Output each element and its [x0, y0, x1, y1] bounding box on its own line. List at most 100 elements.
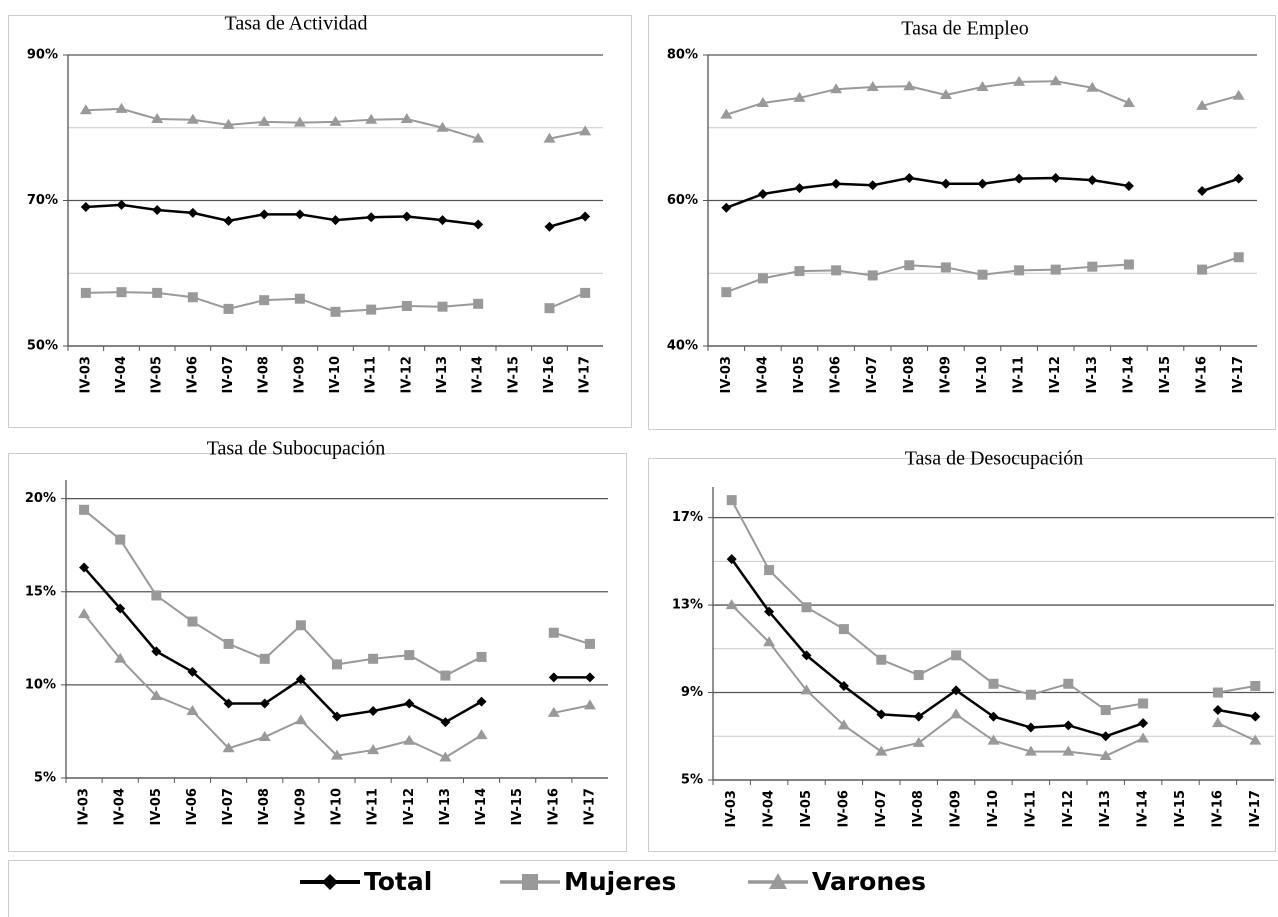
x-tick-label: IV-05 — [149, 788, 164, 825]
x-tick-label: IV-08 — [257, 356, 272, 393]
data-point — [331, 749, 343, 760]
data-point — [1250, 711, 1261, 722]
data-point — [259, 698, 270, 709]
data-point — [988, 678, 999, 689]
data-point — [186, 704, 199, 715]
y-tick-label: 13% — [672, 598, 703, 613]
data-point — [1024, 745, 1037, 756]
data-point — [1123, 180, 1134, 191]
data-point — [721, 202, 732, 213]
data-point — [763, 636, 776, 647]
data-point — [472, 132, 485, 143]
x-tick-label: IV-15 — [510, 788, 525, 825]
data-point — [259, 209, 270, 220]
data-point — [913, 670, 924, 681]
data-point — [1087, 261, 1098, 272]
x-tick-label: IV-09 — [293, 788, 308, 825]
data-point — [1100, 705, 1111, 716]
chart-title: Tasa de Empleo — [901, 18, 1028, 40]
data-point — [1014, 265, 1025, 276]
x-tick-label: IV-07 — [874, 790, 889, 827]
data-point — [548, 672, 559, 683]
data-point — [258, 731, 271, 742]
data-point — [440, 670, 451, 681]
x-tick-label: IV-13 — [1085, 356, 1100, 393]
y-tick-label: 90% — [27, 48, 58, 63]
x-tick-label: IV-06 — [829, 356, 844, 393]
data-point — [115, 603, 126, 614]
data-point — [794, 266, 805, 277]
x-tick-label: IV-09 — [949, 790, 964, 827]
x-tick-label: IV-17 — [578, 356, 593, 393]
data-point — [116, 199, 127, 210]
x-tick-label: IV-14 — [1121, 356, 1136, 393]
x-tick-label: IV-04 — [755, 356, 770, 393]
data-point — [1087, 175, 1098, 186]
data-point — [1233, 173, 1244, 184]
y-tick-label: 5% — [34, 771, 56, 786]
data-point — [476, 651, 487, 662]
data-point — [294, 293, 305, 304]
y-tick-label: 17% — [672, 510, 703, 525]
data-point — [367, 744, 380, 755]
y-tick-label: 9% — [681, 685, 703, 700]
x-tick-label: IV-08 — [911, 790, 926, 827]
x-tick-label: IV-03 — [78, 356, 93, 393]
series-line — [725, 176, 1240, 209]
data-point — [757, 188, 768, 199]
x-tick-label: IV-06 — [836, 790, 851, 827]
data-point — [293, 116, 306, 127]
data-point — [439, 751, 452, 762]
data-point — [80, 202, 91, 213]
data-point — [115, 102, 128, 113]
data-point — [1013, 75, 1026, 86]
data-point — [294, 714, 307, 725]
x-tick-label: IV-03 — [724, 790, 739, 827]
x-tick-label: IV-03 — [719, 356, 734, 393]
panel-frame — [648, 15, 1276, 430]
data-point — [1212, 687, 1223, 698]
data-point — [223, 215, 234, 226]
chart-title: Tasa de Desocupación — [905, 448, 1084, 470]
data-point — [543, 132, 556, 143]
data-point — [584, 638, 595, 649]
x-tick-label: IV-06 — [185, 788, 200, 825]
panel-frame — [8, 15, 632, 428]
x-tick-label: IV-17 — [582, 788, 597, 825]
legend-frame — [8, 860, 1278, 917]
data-point — [876, 654, 887, 665]
data-point — [830, 83, 843, 94]
series-line — [725, 256, 1240, 294]
series-line — [83, 509, 591, 677]
series-line — [83, 566, 590, 724]
data-point — [259, 653, 270, 664]
data-point — [876, 709, 887, 720]
x-tick-label: IV-14 — [1136, 790, 1151, 827]
data-point — [295, 620, 306, 631]
x-tick-label: IV-09 — [292, 356, 307, 393]
x-tick-label: IV-17 — [1231, 356, 1246, 393]
data-point — [329, 115, 342, 126]
data-point — [79, 104, 92, 115]
data-point — [579, 125, 592, 136]
data-point — [258, 115, 271, 126]
series-line — [730, 499, 1256, 712]
legend-label: Varones — [812, 867, 926, 896]
data-point — [368, 653, 379, 664]
data-point — [476, 696, 487, 707]
y-tick-label: 70% — [27, 193, 58, 208]
data-point — [544, 221, 555, 232]
data-point — [152, 204, 163, 215]
x-tick-label: IV-16 — [1195, 356, 1210, 393]
data-point — [867, 180, 878, 191]
data-point — [1062, 745, 1075, 756]
y-tick-label: 5% — [681, 773, 703, 788]
data-point — [223, 698, 234, 709]
data-point — [259, 295, 270, 306]
data-point — [186, 113, 199, 124]
data-point — [401, 211, 412, 222]
data-point — [473, 298, 484, 309]
x-tick-label: IV-12 — [1061, 790, 1076, 827]
data-point — [1232, 89, 1245, 100]
data-point — [187, 666, 198, 677]
